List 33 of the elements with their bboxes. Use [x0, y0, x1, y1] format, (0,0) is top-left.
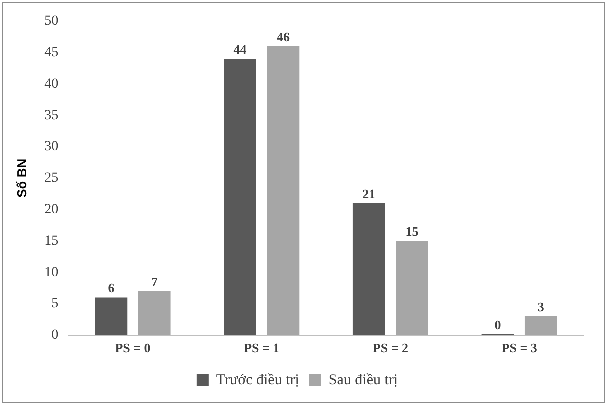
- bar: [138, 291, 171, 336]
- y-tick-label: 10: [44, 265, 59, 280]
- legend-label: Sau điều trị: [328, 372, 398, 388]
- y-tick-label: 20: [44, 202, 59, 218]
- x-tick-label: PS = 2: [372, 340, 409, 356]
- bar: [224, 59, 256, 336]
- data-label: 0: [494, 317, 502, 332]
- bar: [524, 316, 558, 336]
- y-tick-label: 15: [44, 234, 59, 249]
- y-tick-label: 5: [52, 296, 59, 312]
- data-label: 7: [151, 274, 158, 290]
- x-tick-label: PS = 0: [115, 340, 151, 356]
- data-label: 15: [406, 224, 420, 240]
- x-tick-label: PS = 1: [244, 340, 280, 356]
- y-tick-label: 25: [44, 171, 59, 186]
- bar: [95, 298, 128, 336]
- data-label: 44: [234, 42, 248, 57]
- y-tick-label: 35: [44, 108, 59, 124]
- data-label: 6: [108, 280, 116, 296]
- y-tick-label: 50: [44, 14, 59, 30]
- y-axis-title: Số BN: [14, 158, 30, 198]
- data-label: 21: [362, 186, 376, 202]
- x-tick-label: PS = 3: [502, 340, 538, 356]
- y-tick-label: 45: [44, 45, 59, 60]
- y-tick-label: 30: [44, 140, 59, 155]
- y-tick-label: 0: [52, 328, 59, 344]
- data-label: 46: [276, 29, 290, 44]
- bar: [352, 204, 386, 336]
- bar: [396, 241, 428, 336]
- legend-label: Trước điều trị: [216, 372, 300, 388]
- bar: [267, 46, 300, 336]
- data-label: 3: [538, 299, 545, 314]
- y-tick-label: 40: [44, 76, 59, 92]
